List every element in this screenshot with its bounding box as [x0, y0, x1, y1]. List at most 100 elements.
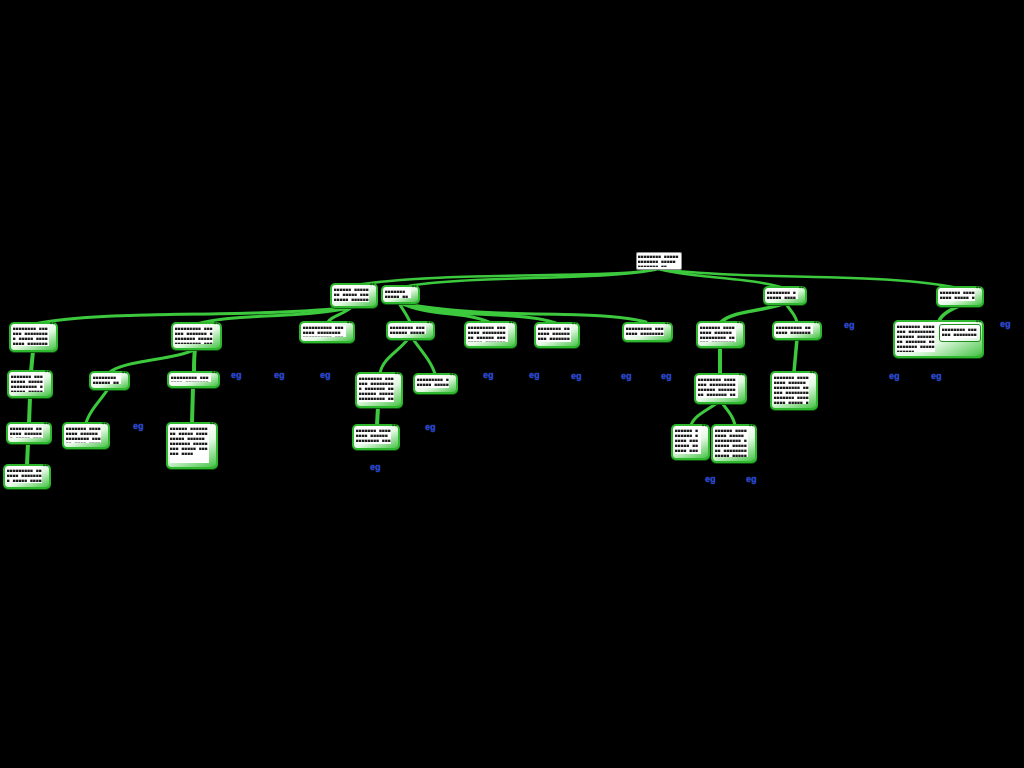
mindmap-node-l5-8b[interactable]: ■■■■■■ ■■■■■■■■ ■■■■■ ■■■■■■■■■ ■■■■■■ ■… — [711, 424, 757, 463]
branch-connector — [25, 441, 30, 467]
mindmap-node-l4-4b[interactable]: ■■■■■■■■■ ■■■■■■ ■■■■■■■■ ■■■■■■■ ■■■■ ■… — [413, 373, 458, 394]
mindmap-node-l3-6[interactable]: ■■■■■■■■ ■■■■■■ ■■■■■■■■■ ■■■■■■■ ■■■■■■… — [534, 322, 580, 348]
eg-label[interactable]: eg — [483, 370, 494, 380]
mindmap-node-l4-2b[interactable]: ■■■■■■■■■ ■■■■■■■ ■■■■■■■■ ■■■■■■ ■■■ ■■… — [167, 371, 220, 388]
branch-connector — [792, 337, 799, 374]
mindmap-node-l4-4a[interactable]: ■■■■■■■■ ■■■■■■ ■■■■■■■■■ ■■■■■■■ ■■■■■■… — [355, 372, 403, 408]
node-text: ■■■■■■■■ ■■■■■■■ ■■■■■■■■■ ■■■■■■ ■■■■■■… — [698, 377, 738, 398]
mindmap-node-l5-2b[interactable]: ■■■■■■ ■■■■■■■■ ■■■■■ ■■■■■■■■■ ■■■■■■ ■… — [166, 422, 218, 469]
mindmap-node-l2-d[interactable]: ■■■■■■■ ■■■■■■■■ ■■■■■ ■■■■■■■■■ ■■■■■■ … — [936, 286, 984, 307]
branch-connector — [326, 305, 354, 324]
node-text: ■■■■■■■■ ■■■■■■ ■■■■■■■■■ ■■■■■■■ ■■■■■■… — [538, 326, 571, 342]
eg-label[interactable]: eg — [661, 371, 672, 381]
eg-label[interactable]: eg — [746, 474, 757, 484]
mindmap-node-l4-8[interactable]: ■■■■■■■■ ■■■■■■■ ■■■■■■■■■ ■■■■■■ ■■■■■■… — [694, 373, 747, 404]
fold-marker-icon: ** — [748, 424, 754, 430]
fold-marker-icon: ** — [571, 322, 577, 328]
mindmap-node-l5-1[interactable]: ■■■■■■■■ ■■■■■■ ■■■■■■■ ■■■■■ ■■■■** — [6, 422, 52, 444]
eg-label[interactable]: eg — [1000, 319, 1011, 329]
branch-connector — [29, 349, 35, 374]
eg-label[interactable]: eg — [274, 370, 285, 380]
fold-marker-icon: ** — [813, 321, 819, 327]
node-text: ■■■■■■■■■ ■■■■■■ ■■■■■■■■ ■■■■■■■ ■■■ — [776, 325, 813, 334]
mindmap-node-l3-7[interactable]: ■■■■■■■■■ ■■■■■■■ ■■■■■■■■ ■■■■■■■■ ■■■■… — [622, 322, 673, 342]
eg-label[interactable]: eg — [889, 371, 900, 381]
mindmap-node-l2-a[interactable]: ■■■■■■ ■■■■■■■ ■■■■■ ■■■■■■■■ ■■■■■■ ■■■… — [330, 283, 378, 308]
node-text: ■■■■■■■■ ■■■■■■■■■ ■■■■■■ ■■■■■■ ■■■■ — [390, 325, 426, 334]
node-text: ■■■■■■■■■ ■■■■■■ ■■■■■■■ ■■■■■■■■ ■■■■■ … — [175, 326, 213, 344]
branch-connector — [398, 301, 648, 324]
eg-label[interactable]: eg — [844, 320, 855, 330]
branch-connector — [411, 337, 437, 376]
mindmap-node-l3-1[interactable]: ■■■■■■■■ ■■■■■■ ■■■■■■■■■ ■■■■■ ■■■■■■■■… — [9, 322, 58, 352]
fold-marker-icon: ** — [43, 422, 49, 428]
node-text: ■■■■■■ ■■■■■■■ ■■■■■ ■■■■■■■■ ■■■■■■ ■■■… — [334, 287, 369, 302]
node-text: ■■■■■■ ■■■■■■■ ■■■■■ ■■■■■■■■ ■■■■■■ ■■■… — [675, 428, 701, 454]
mindmap-node-l3-4[interactable]: ■■■■■■■■ ■■■■■■■■■ ■■■■■■ ■■■■■■ ■■■■** — [386, 321, 435, 340]
branch-connector — [27, 395, 32, 425]
fold-marker-icon: ** — [213, 322, 219, 328]
eg-label[interactable]: eg — [621, 371, 632, 381]
mindmap-node-l6-1[interactable]: ■■■■■■■■■ ■■■■■■ ■■■■■■■■ ■■■■■ ■■■■■** — [3, 464, 51, 489]
node-text: ■■■■■■■ ■■■■■ ■■■■■■■■ ■■■■■ — [385, 289, 411, 298]
branch-connector — [720, 401, 737, 427]
node-text: ■■■■■■■■■■ ■■■■■■■ ■■■■■■■■ ■■■■■■■■■■ ■… — [303, 325, 346, 337]
fold-marker-icon: ** — [346, 321, 352, 327]
fold-marker-icon: ** — [736, 321, 742, 327]
mindmap-node-l3-5[interactable]: ■■■■■■■■■ ■■■■■■■ ■■■■■■■■■■ ■■■■■■ ■■■■… — [464, 321, 517, 348]
fold-marker-icon: ** — [798, 286, 804, 292]
branch-connector — [937, 304, 961, 323]
branch-connector — [195, 305, 356, 326]
fold-marker-icon: ** — [411, 285, 417, 291]
fold-marker-icon: ** — [101, 422, 107, 428]
fold-marker-icon: ** — [121, 371, 127, 377]
eg-label[interactable]: eg — [529, 370, 540, 380]
eg-label[interactable]: eg — [425, 422, 436, 432]
mindmap-node-l5-2a[interactable]: ■■■■■■■ ■■■■■■■■ ■■■■■■ ■■■■■■■■ ■■■■■ ■… — [62, 422, 110, 449]
mindmap-node-l2-c[interactable]: ■■■■■■■■ ■■■■■■ ■■■■■■■■ ■■■■■■■■** — [763, 286, 807, 305]
branch-connector — [108, 347, 198, 374]
fold-marker-icon: ** — [426, 321, 432, 327]
node-text: ■■■■■■■ ■■■■■■■■ ■■■■■■ ■■■■■■■■ ■■■■■ ■… — [66, 426, 101, 443]
mindmap-node-l4-2a[interactable]: ■■■■■■■■ ■■■■■■ ■■■■■■■ ■■■■** — [89, 371, 130, 390]
fold-marker-icon: ** — [738, 373, 744, 379]
fold-marker-icon: ** — [449, 373, 455, 379]
branch-connector — [378, 337, 410, 375]
branch-connector — [32, 305, 356, 326]
fold-marker-icon: ** — [975, 320, 981, 326]
fold-marker-icon: ** — [391, 424, 397, 430]
branch-connector — [784, 302, 799, 324]
fold-marker-icon: ** — [975, 286, 981, 292]
fold-marker-icon: ** — [44, 370, 50, 376]
mindmap-node-l4-1[interactable]: ■■■■■■■ ■■■■■■■■ ■■■■■ ■■■■■■■■■ ■■■■■■ … — [7, 370, 53, 398]
node-text: ■■■■■■■ ■■■■■■■■ ■■■■■ ■■■■■■■■■ ■■■■■■ … — [11, 374, 44, 392]
branch-connector — [656, 267, 786, 290]
eg-label[interactable]: eg — [931, 371, 942, 381]
node-text: ■■■■■■■■ ■■■■■■ ■■■■■■■■ ■■■■■■■■ — [767, 290, 798, 299]
mindmap-node-l3-2[interactable]: ■■■■■■■■■ ■■■■■■ ■■■■■■■ ■■■■■■■■ ■■■■■ … — [171, 322, 222, 350]
mindmap-node-l5-8a[interactable]: ■■■■■■ ■■■■■■■ ■■■■■ ■■■■■■■■ ■■■■■■ ■■■… — [671, 424, 710, 460]
mindmap-node-l3-9[interactable]: ■■■■■■■■■ ■■■■■■ ■■■■■■■■ ■■■■■■■ ■■■** — [772, 321, 822, 340]
mindmap-node-l4-9[interactable]: ■■■■■■■ ■■■■■■■■ ■■■■■■ ■■■■■■■■■ ■■■■■ … — [770, 371, 818, 410]
node-text: ■■■■■■■■■ ■■■■■■ ■■■■■■■■ ■■■■■ ■■■■■ — [7, 468, 42, 483]
eg-label[interactable]: eg — [705, 474, 716, 484]
node-text: ■■■■■■■■■ ■■■■■■ ■■■■■■■■ ■■■■■■■ ■■■■ ■… — [417, 377, 449, 388]
node-text: ■■■■■■■ ■■■■■■■■ ■■■■■■ ■■■■■■■■■ ■■■■■ … — [700, 325, 736, 342]
branch-connector — [355, 267, 660, 287]
eg-label[interactable]: eg — [231, 370, 242, 380]
mindmap-node-l3-8[interactable]: ■■■■■■■ ■■■■■■■■ ■■■■■■ ■■■■■■■■■ ■■■■■ … — [696, 321, 745, 348]
eg-label[interactable]: eg — [133, 421, 144, 431]
mindmap-node-l2-b[interactable]: ■■■■■■■ ■■■■■ ■■■■■■■■ ■■■■■** — [381, 285, 420, 304]
eg-label[interactable]: eg — [370, 462, 381, 472]
mindmap-node-l3-3[interactable]: ■■■■■■■■■■ ■■■■■■■ ■■■■■■■■ ■■■■■■■■■■ ■… — [299, 321, 355, 343]
fold-marker-icon: ** — [209, 422, 215, 428]
node-text: ■■■■■■■■ ■■■■■■ ■■■■■■■ ■■■■ — [93, 375, 121, 384]
mindmap-node-root[interactable]: ■■■■■■■■ ■■■■■ ■■■■■■■ ■■■■■ ■■■■■■■ ■■ — [636, 252, 682, 270]
branch-connector — [719, 302, 785, 324]
eg-label[interactable]: eg — [320, 370, 331, 380]
mindmap-node-l3-10-sub[interactable]: ■■■■■■■■ ■■■■■■ ■■■■■■■■ ■■■ ■■■■■ — [939, 324, 981, 342]
mindmap-node-l5-4[interactable]: ■■■■■■■ ■■■■■■■■ ■■■■■■ ■■■■■■■■ ■■■■■ ■… — [352, 424, 400, 450]
eg-label[interactable]: eg — [571, 371, 582, 381]
node-text: ■■■■■■■■ ■■■■■■ ■■■■■■■ ■■■■■ ■■■■ — [10, 426, 43, 438]
node-text: ■■■■■■■ ■■■■■■■■ ■■■■■■ ■■■■■■■■■ ■■■■■ … — [774, 375, 809, 404]
